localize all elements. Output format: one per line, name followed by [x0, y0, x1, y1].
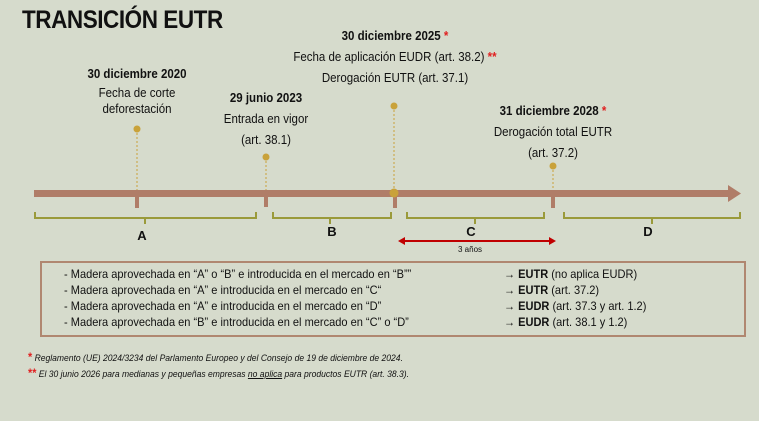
- period-label-d: D: [643, 224, 653, 239]
- rules-box: - Madera aprovechada en “A” o “B” e intr…: [40, 261, 746, 337]
- span-arrow: [398, 237, 556, 245]
- event-2025: 30 diciembre 2025 * Fecha de aplicación …: [293, 29, 497, 85]
- page-title: TRANSICIÓN EUTR: [22, 6, 223, 34]
- arrow-right-icon: →: [504, 315, 516, 329]
- rule-result: → EUTR (no aplica EUDR): [504, 267, 638, 281]
- rule-condition: - Madera aprovechada en “A” e introducid…: [64, 299, 382, 313]
- period-label-c: C: [466, 224, 476, 239]
- event-2023: 29 junio 2023 Entrada en vigor (art. 38.1): [223, 91, 309, 147]
- period-label-b: B: [327, 224, 337, 239]
- arrow-right-icon: →: [504, 267, 516, 281]
- rule-condition: - Madera aprovechada en “B” e introducid…: [64, 315, 409, 329]
- event-connectors: [136, 106, 554, 190]
- event-2020: 30 diciembre 2020 Fecha de corte deforest…: [87, 67, 187, 116]
- rule-condition: - Madera aprovechada en “A” o “B” e intr…: [64, 267, 412, 281]
- timeline-bar: [34, 190, 730, 197]
- timeline-arrowhead: [728, 185, 741, 202]
- footnote-2: ** El 30 junio 2026 para medianas y pequ…: [28, 366, 410, 380]
- arrow-right-icon: →: [504, 283, 516, 297]
- timeline-ticks: [135, 196, 555, 208]
- rule-result: → EUDR (art. 38.1 y 1.2): [504, 315, 628, 329]
- span-label: 3 años: [458, 245, 483, 254]
- period-brackets: [34, 212, 741, 224]
- footnote-1: * Reglamento (UE) 2024/3234 del Parlamen…: [28, 350, 403, 364]
- timeline: [34, 102, 741, 245]
- rule-condition: - Madera aprovechada en “A” e introducid…: [64, 283, 382, 297]
- period-label-a: A: [137, 228, 147, 243]
- rule-result: → EUTR (art. 37.2): [504, 283, 600, 297]
- event-markers: [133, 102, 557, 198]
- arrow-right-icon: →: [504, 299, 516, 313]
- event-2028: 31 diciembre 2028 * Derogación total EUT…: [493, 104, 613, 160]
- rule-result: → EUDR (art. 37.3 y art. 1.2): [504, 299, 647, 313]
